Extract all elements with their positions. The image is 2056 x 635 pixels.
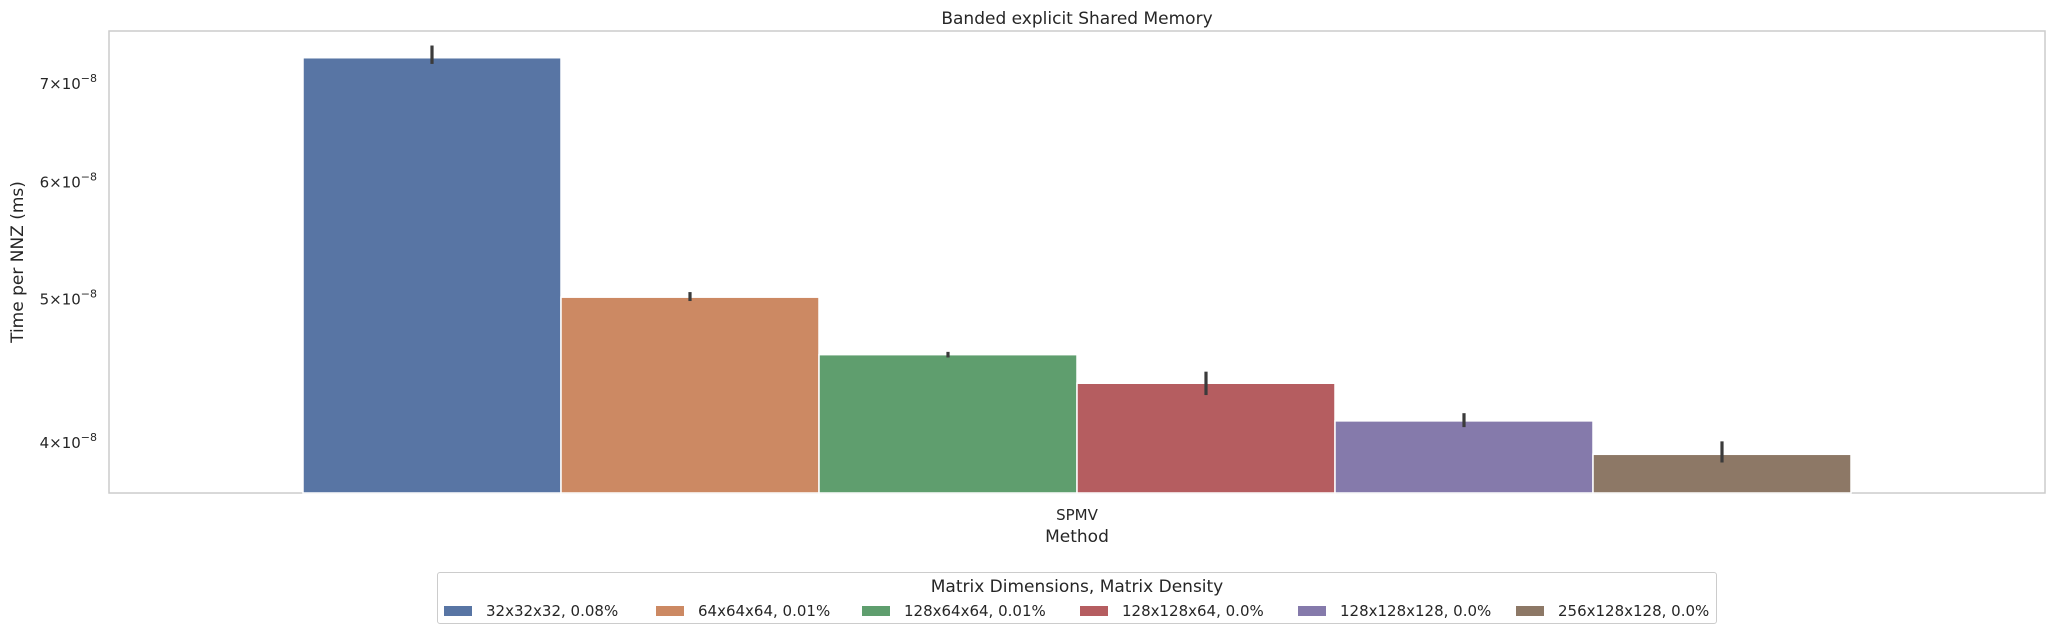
legend-label: 32x32x32, 0.08% [486,602,619,620]
bar-1 [302,56,562,494]
y-tick-label-2: 5×10−8 [40,288,97,309]
x-axis-label: Method [1045,527,1109,547]
legend-swatch [444,606,472,616]
legend-label: 128x128x128, 0.0% [1340,602,1492,620]
bar-3 [818,353,1078,494]
x-tick-labels: SPMV [1056,506,1099,524]
y-tick-labels: 4×10−8 5×10−8 6×10−8 7×10−8 [40,72,97,452]
legend-item-4: 128x128x64, 0.0% [1080,601,1264,621]
legend-item-2: 64x64x64, 0.01% [656,601,830,621]
y-axis-label: Time per NNZ (ms) [8,181,28,344]
legend-item-5: 128x128x128, 0.0% [1298,601,1491,621]
legend-swatch [862,606,890,616]
legend-item-1: 32x32x32, 0.08% [444,601,618,621]
y-tick-label-3: 6×10−8 [40,171,97,192]
y-tick-label-4: 7×10−8 [40,72,97,93]
legend-label: 128x64x64, 0.01% [904,602,1046,620]
legend-label: 64x64x64, 0.01% [698,602,831,620]
y-tick-label-1: 4×10−8 [40,431,97,452]
legend-swatch [1516,606,1544,616]
x-tick-label-1: SPMV [1056,506,1099,524]
legend-item-6: 256x128x128, 0.0% [1516,601,1709,621]
bar-4 [1076,382,1336,494]
legend-swatch [1080,606,1108,616]
legend-label: 128x128x64, 0.0% [1122,602,1264,620]
legend-title: Matrix Dimensions, Matrix Density [930,577,1224,597]
legend: Matrix Dimensions, Matrix Density 32x32x… [437,572,1717,624]
bar-chart: 4×10−8 5×10−8 6×10−8 7×10−8 SPMV Banded exp… [8,9,2046,547]
bar-5 [1334,420,1594,494]
legend-swatch [1298,606,1326,616]
error-bars-group [430,45,1724,463]
bars-group [302,56,1852,494]
legend-swatch [656,606,684,616]
bar-2 [560,296,820,494]
legend-label: 256x128x128, 0.0% [1558,602,1710,620]
legend-items: 32x32x32, 0.08% 64x64x64, 0.01% 128x64x64,… [444,601,1710,621]
legend-item-3: 128x64x64, 0.01% [862,601,1046,621]
chart-title: Banded explicit Shared Memory [941,9,1212,29]
